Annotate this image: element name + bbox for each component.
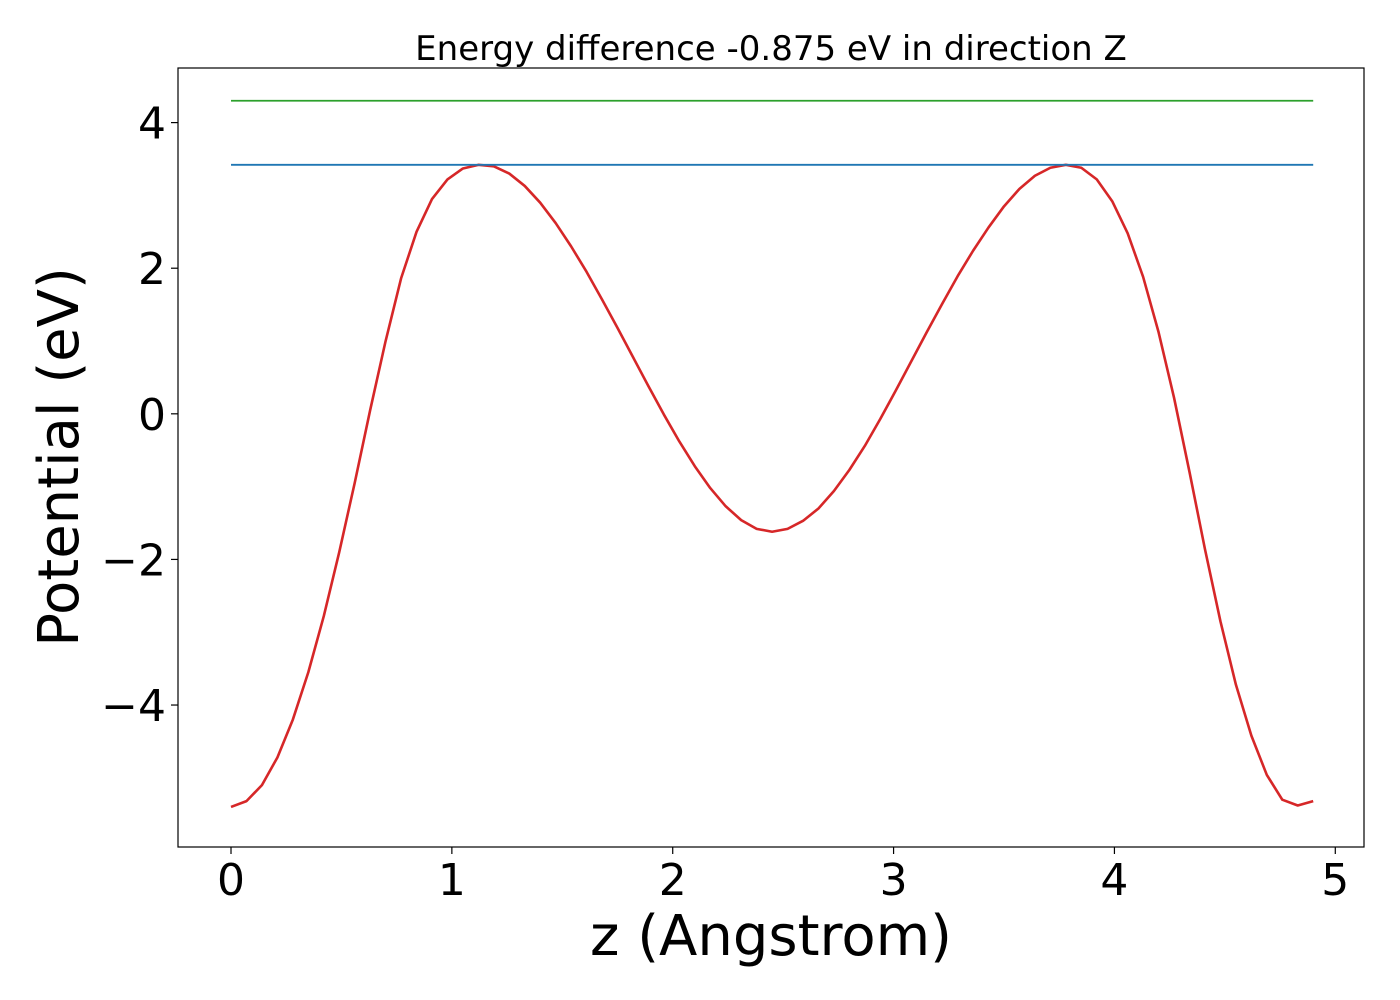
chart-title: Energy difference -0.875 eV in direction… (415, 29, 1127, 69)
plot-frame (177, 67, 1365, 848)
y-tick-label-2: 2 (138, 244, 166, 295)
y-tick-label--2: −2 (101, 535, 166, 586)
y-axis-label: Potential (eV) (27, 267, 92, 647)
x-tick-label-4: 4 (1100, 855, 1128, 906)
x-axis: 0 1 2 3 4 5 (217, 847, 1349, 906)
y-axis: −4 −2 0 2 4 (101, 99, 178, 732)
y-tick-label--4: −4 (101, 681, 166, 732)
x-tick-label-0: 0 (217, 855, 245, 906)
plot-area (177, 67, 1365, 848)
x-tick-label-3: 3 (880, 855, 908, 906)
x-tick-label-1: 1 (438, 855, 466, 906)
y-tick-label-4: 4 (138, 99, 166, 150)
y-tick-label-0: 0 (138, 390, 166, 441)
series-line-0 (230, 163, 1314, 809)
x-tick-label-5: 5 (1321, 855, 1349, 906)
x-tick-label-2: 2 (659, 855, 687, 906)
x-axis-label: z (Angstrom) (590, 904, 952, 969)
series-layer (230, 99, 1314, 809)
